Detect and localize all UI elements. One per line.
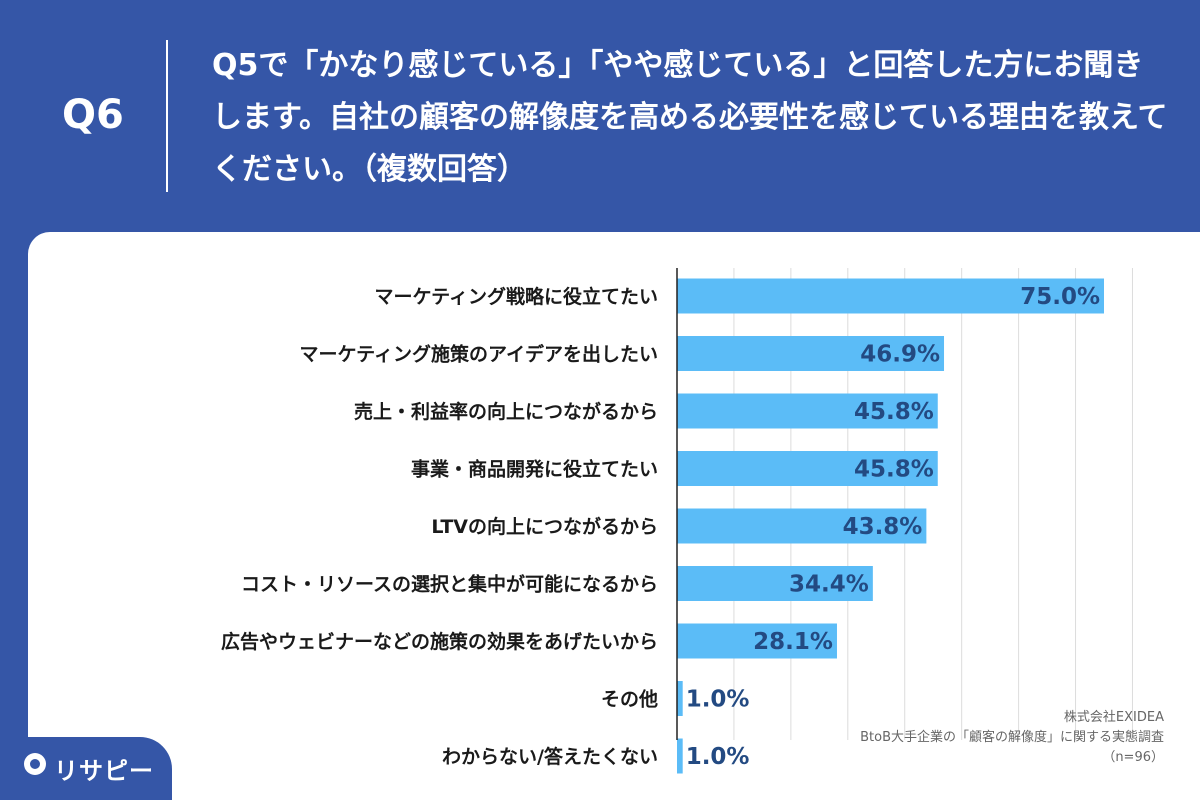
bar xyxy=(677,508,927,544)
bar xyxy=(677,623,837,659)
value-label: 28.1% xyxy=(753,629,833,655)
category-label: マーケティング施策のアイデアを出したい xyxy=(299,343,658,366)
header: Q6 Q5で「かなり感じている」「やや感じている」と回答した方にお聞きします。自… xyxy=(0,0,1200,232)
source-company: 株式会社EXIDEA xyxy=(1063,710,1164,725)
bar-chart: マーケティング戦略に役立てたい 75.0% マーケティング施策のアイデアを出したい 4… xyxy=(221,268,1133,774)
chart-panel: マーケティング戦略に役立てたい 75.0% マーケティング施策のアイデアを出したい 4… xyxy=(28,232,1200,800)
question-text: Q5で「かなり感じている」「やや感じている」と回答した方にお聞きします。自社の顧… xyxy=(212,48,1168,187)
bar xyxy=(677,681,683,716)
bar xyxy=(677,278,1104,314)
logo-pin-icon xyxy=(24,753,46,775)
value-label: 46.9% xyxy=(860,342,940,368)
value-label: 1.0% xyxy=(686,687,750,713)
source-survey: BtoB大手企業の「顧客の解像度」に関する実態調査 xyxy=(860,730,1164,745)
logo-text: リサピー xyxy=(54,757,154,785)
category-label: わからない/答えたくない xyxy=(442,745,658,768)
bar xyxy=(677,566,873,601)
header-divider xyxy=(166,40,168,192)
bar xyxy=(677,336,945,371)
category-label: 事業・商品開発に役立てたい xyxy=(411,458,658,481)
source-note: 株式会社EXIDEA BtoB大手企業の「顧客の解像度」に関する実態調査 （n=… xyxy=(744,708,1164,768)
bar xyxy=(677,451,938,486)
category-label: コスト・リソースの選択と集中が可能になるから xyxy=(241,573,658,596)
category-label: 広告やウェビナーなどの施策の効果をあげたいから xyxy=(221,630,658,653)
category-label: マーケティング戦略に役立てたい xyxy=(375,285,658,308)
category-label: 売上・利益率の向上につながるから xyxy=(354,400,658,423)
value-label: 45.8% xyxy=(854,457,934,483)
value-label: 34.4% xyxy=(789,572,869,598)
question-number: Q6 xyxy=(62,92,124,138)
source-sample-size: （n=96） xyxy=(1102,750,1164,765)
bar xyxy=(677,393,938,429)
value-label: 1.0% xyxy=(686,744,750,770)
category-label: LTVの向上につながるから xyxy=(431,515,658,538)
value-label: 75.0% xyxy=(1020,284,1100,310)
value-label: 43.8% xyxy=(843,514,923,540)
logo: リサピー xyxy=(0,737,172,800)
value-label: 45.8% xyxy=(854,399,934,425)
category-label: その他 xyxy=(601,688,658,711)
bar xyxy=(677,738,683,774)
